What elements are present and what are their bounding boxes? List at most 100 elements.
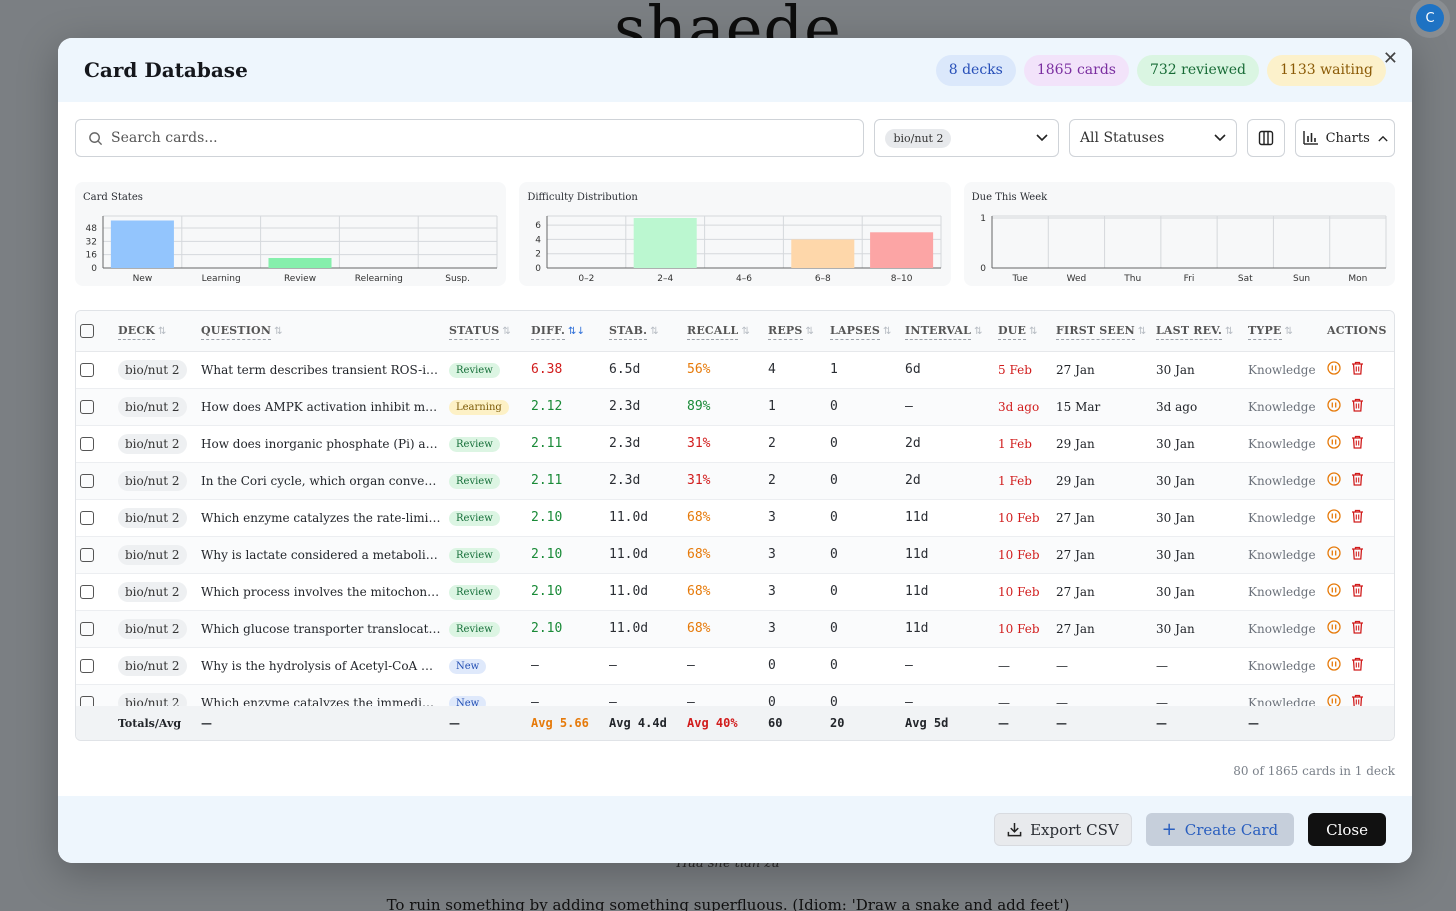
columns-toggle-button[interactable] [1247, 119, 1286, 157]
suspend-icon[interactable] [1327, 546, 1341, 560]
table-row[interactable]: bio/nut 2 Which process involves the mito… [76, 573, 1394, 611]
row-lapses: 0 [826, 573, 901, 611]
table-row[interactable]: bio/nut 2 How does inorganic phosphate (P… [76, 425, 1394, 463]
suspend-icon[interactable] [1327, 657, 1341, 671]
suspend-icon[interactable] [1327, 509, 1341, 523]
table-row[interactable]: bio/nut 2 Which enzyme catalyzes the rate… [76, 499, 1394, 537]
col-interval[interactable]: INTERVAL ⇅ [901, 311, 994, 352]
status-badge: Review [449, 621, 500, 637]
search-input[interactable] [111, 130, 852, 146]
suspend-icon[interactable] [1327, 583, 1341, 597]
col-status[interactable]: STATUS ⇅ [445, 311, 527, 352]
row-lapses: 0 [826, 536, 901, 574]
row-due: — [994, 647, 1052, 685]
row-question[interactable]: Which glucose transporter translocates t… [197, 610, 445, 648]
totals-due: — [994, 706, 1052, 740]
row-question[interactable]: Which process involves the mitochondrial… [197, 573, 445, 611]
row-status: Review [445, 573, 527, 611]
row-interval: 2d [901, 425, 994, 463]
col-type[interactable]: TYPE ⇅ [1244, 311, 1323, 352]
totals-stab: Avg 4.4d [605, 706, 683, 740]
bar-2–4 [634, 218, 698, 268]
row-checkbox[interactable] [80, 584, 94, 599]
col-stab[interactable]: STAB. ⇅ [605, 311, 683, 352]
trash-icon[interactable] [1351, 657, 1364, 671]
col-question[interactable]: QUESTION ⇅ [197, 311, 445, 352]
chevron-down-icon [1214, 134, 1227, 142]
col-reps[interactable]: REPS ⇅ [764, 311, 826, 352]
close-button[interactable]: Close [1308, 813, 1386, 846]
trash-icon[interactable] [1351, 398, 1364, 412]
row-checkbox[interactable] [80, 510, 94, 525]
col-lapses[interactable]: LAPSES ⇅ [826, 311, 901, 352]
row-actions [1323, 573, 1394, 611]
col-diff[interactable]: DIFF. ⇅↓ [527, 311, 605, 352]
trash-icon[interactable] [1351, 361, 1364, 375]
row-first-seen: — [1052, 647, 1152, 685]
row-question[interactable]: In the Cori cycle, which organ converts … [197, 462, 445, 500]
col-last-rev[interactable]: LAST REV. ⇅ [1152, 311, 1244, 352]
row-checkbox[interactable] [80, 362, 94, 377]
row-last-rev: 30 Jan [1152, 610, 1244, 648]
row-question[interactable]: How does AMPK activation inhibit mTORC1 … [197, 388, 445, 426]
row-checkbox[interactable] [80, 473, 94, 488]
table-row[interactable]: bio/nut 2 How does AMPK activation inhibi… [76, 388, 1394, 426]
user-avatar[interactable]: C [1416, 4, 1444, 32]
trash-icon[interactable] [1351, 435, 1364, 449]
row-checkbox[interactable] [80, 658, 94, 673]
table-row[interactable]: bio/nut 2 Why is the hydrolysis of Acetyl… [76, 647, 1394, 685]
table-row[interactable]: bio/nut 2 In the Cori cycle, which organ … [76, 462, 1394, 500]
y-tick-label: 1 [980, 214, 986, 224]
row-type: Knowledge [1244, 388, 1323, 426]
table-row[interactable]: bio/nut 2 Why is lactate considered a met… [76, 536, 1394, 574]
col-due[interactable]: DUE ⇅ [994, 311, 1052, 352]
col-first-seen[interactable]: FIRST SEEN ⇅ [1052, 311, 1152, 352]
trash-icon[interactable] [1351, 620, 1364, 634]
row-question[interactable]: Which enzyme catalyzes the rate-limiting… [197, 499, 445, 537]
row-question[interactable]: Why is the hydrolysis of Acetyl-CoA more… [197, 647, 445, 685]
export-csv-button[interactable]: Export CSV [994, 813, 1132, 846]
trash-icon[interactable] [1351, 509, 1364, 523]
row-type: Knowledge [1244, 536, 1323, 574]
deck-filter-chip[interactable]: bio/nut 2 [885, 128, 952, 148]
trash-icon[interactable] [1351, 472, 1364, 486]
col-recall[interactable]: RECALL ⇅ [683, 311, 764, 352]
x-tick-label: 8–10 [891, 274, 913, 284]
chart-title: Card States [83, 192, 143, 203]
x-tick-label: 4–6 [736, 274, 752, 284]
close-icon[interactable]: ✕ [1382, 48, 1398, 69]
suspend-icon[interactable] [1327, 398, 1341, 412]
row-status: Review [445, 610, 527, 648]
table-row[interactable]: bio/nut 2 What term describes transient R… [76, 351, 1394, 389]
row-checkbox[interactable] [80, 621, 94, 636]
row-lapses: 0 [826, 610, 901, 648]
trash-icon[interactable] [1351, 583, 1364, 597]
select-all-checkbox[interactable] [80, 323, 94, 338]
row-deck: bio/nut 2 [114, 351, 197, 389]
row-reps: 0 [764, 647, 826, 685]
charts-toggle-button[interactable]: Charts [1295, 119, 1395, 157]
suspend-icon[interactable] [1327, 435, 1341, 449]
row-deck: bio/nut 2 [114, 462, 197, 500]
deck-filter-select[interactable]: bio/nut 2 [874, 119, 1059, 157]
x-tick-label: Relearning [355, 274, 403, 284]
table-header-row: DECK ⇅ QUESTION ⇅ STATUS ⇅ DIFF. ⇅↓ STAB. ⇅ R… [76, 311, 1394, 352]
row-question[interactable]: Why is lactate considered a metabolic fu… [197, 536, 445, 574]
suspend-icon[interactable] [1327, 620, 1341, 634]
row-checkbox[interactable] [80, 547, 94, 562]
col-deck[interactable]: DECK ⇅ [114, 311, 197, 352]
row-actions [1323, 462, 1394, 500]
row-question[interactable]: How does inorganic phosphate (Pi) accumu… [197, 425, 445, 463]
trash-icon[interactable] [1351, 546, 1364, 560]
row-reps: 1 [764, 388, 826, 426]
row-question[interactable]: What term describes transient ROS-induce… [197, 351, 445, 389]
create-card-button[interactable]: + Create Card [1145, 813, 1295, 846]
suspend-icon[interactable] [1327, 472, 1341, 486]
modal-footer: Export CSV + Create Card Close [58, 796, 1412, 863]
status-filter-select[interactable]: All Statuses [1068, 119, 1238, 157]
table-row[interactable]: bio/nut 2 Which glucose transporter trans… [76, 610, 1394, 648]
row-checkbox[interactable] [80, 399, 94, 414]
row-checkbox[interactable] [80, 436, 94, 451]
search-box[interactable] [75, 119, 865, 157]
suspend-icon[interactable] [1327, 361, 1341, 375]
